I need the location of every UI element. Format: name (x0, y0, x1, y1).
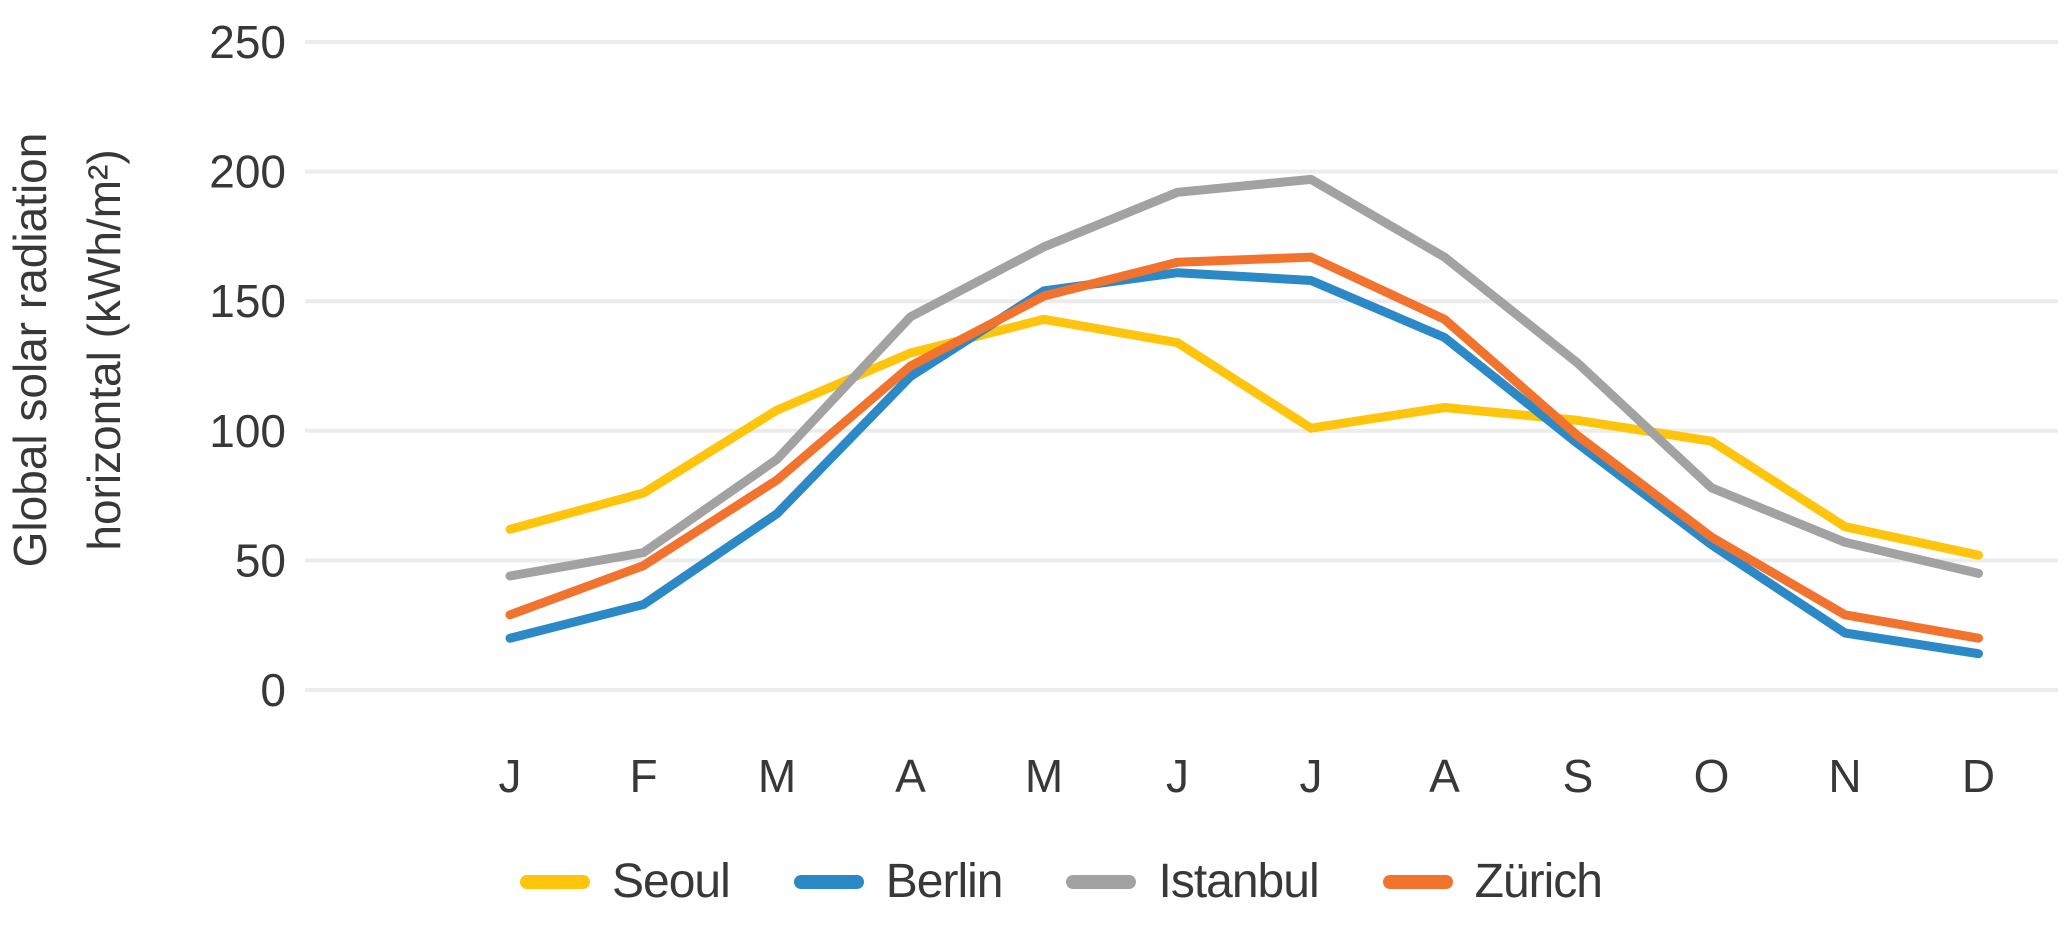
month-label-10: N (1828, 750, 1861, 802)
series-line-seoul (505, 314, 1983, 560)
month-label-11: D (1962, 750, 1995, 802)
legend-item-berlin: Berlin (793, 854, 1004, 909)
y-axis-title-line2: horizontal (kWh/m²) (78, 149, 130, 550)
legend-item-zurich: Zürich (1382, 854, 1603, 909)
y-tick-label-250: 250 (209, 16, 286, 68)
month-label-8: S (1563, 750, 1594, 802)
month-label-0: J (499, 750, 522, 802)
legend-label-zurich: Zürich (1474, 855, 1603, 908)
series-line-istanbul (505, 174, 1983, 581)
y-tick-label-150: 150 (209, 275, 286, 327)
legend-swatch-zurich (1382, 874, 1453, 889)
legend-swatch-berlin (793, 874, 864, 889)
legend-item-istanbul: Istanbul (1066, 854, 1320, 909)
series-line-berlin (505, 268, 1983, 659)
month-label-2: M (758, 750, 796, 802)
y-axis-title-line1: Global solar radiation (4, 133, 56, 568)
month-label-4: M (1025, 750, 1063, 802)
y-tick-label-50: 50 (235, 534, 286, 586)
y-tick-label-200: 200 (209, 146, 286, 198)
month-label-6: J (1300, 750, 1323, 802)
month-label-5: J (1166, 750, 1189, 802)
month-label-7: A (1429, 750, 1460, 802)
legend-item-seoul: Seoul (520, 854, 731, 909)
month-label-1: F (629, 750, 657, 802)
y-tick-label-100: 100 (209, 405, 286, 457)
legend-label-berlin: Berlin (885, 855, 1004, 908)
legend-label-seoul: Seoul (612, 855, 731, 908)
series-line-zürich (505, 252, 1983, 643)
chart-legend: Seoul Berlin Istanbul Zürich (520, 854, 1603, 909)
y-tick-label-0: 0 (260, 664, 286, 716)
month-label-3: A (895, 750, 926, 802)
legend-swatch-istanbul (1066, 874, 1137, 889)
month-label-9: O (1694, 750, 1730, 802)
legend-swatch-seoul (520, 874, 590, 889)
legend-label-istanbul: Istanbul (1158, 855, 1319, 908)
